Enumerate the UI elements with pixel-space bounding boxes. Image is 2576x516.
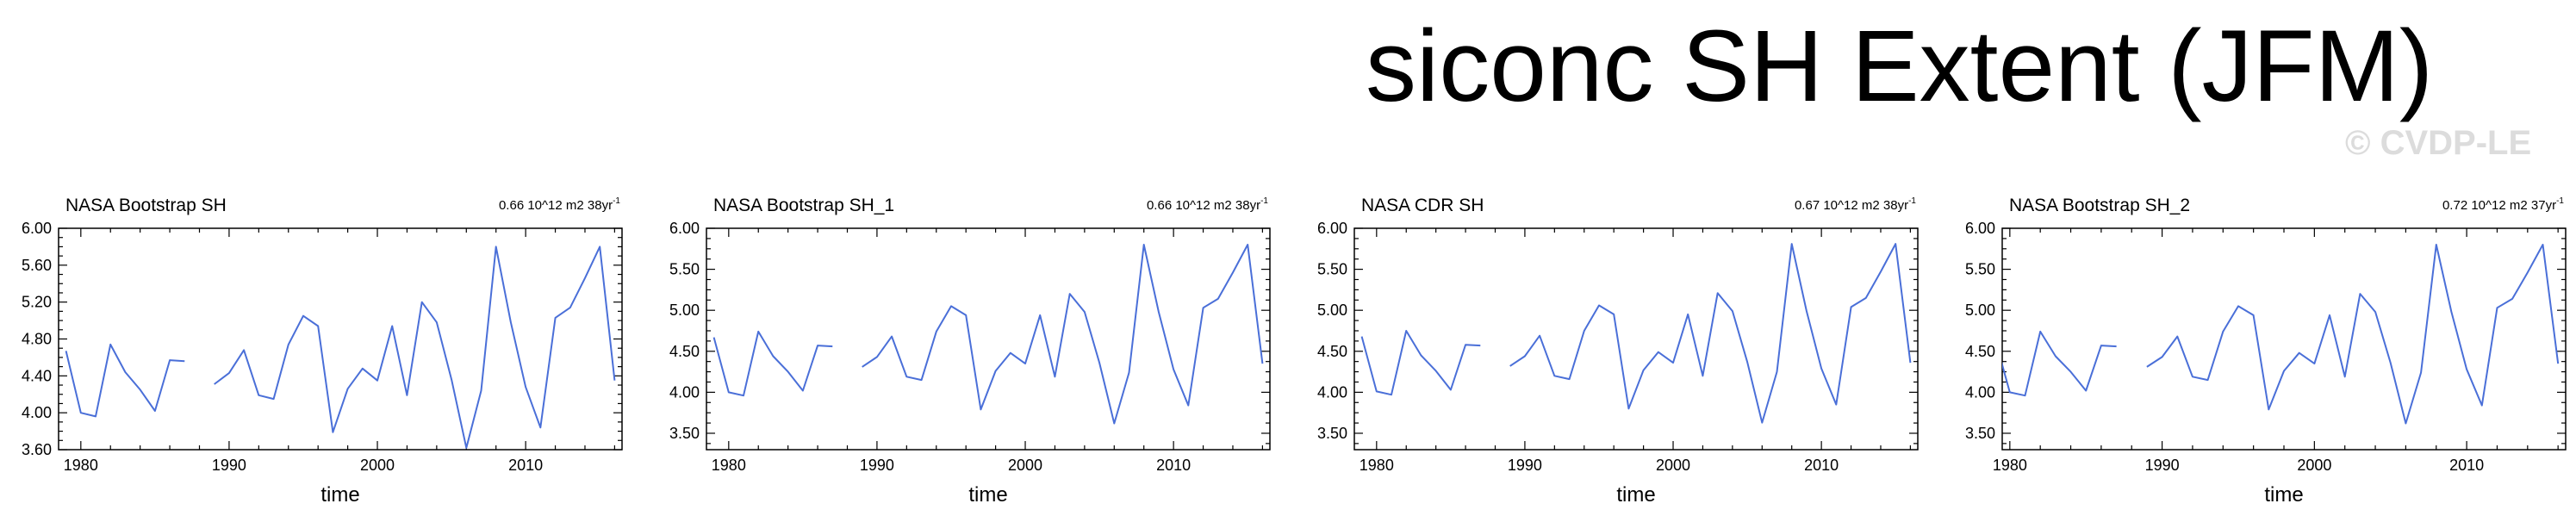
- y-tick-label: 5.50: [1317, 261, 1347, 278]
- y-tick-label: 6.00: [22, 220, 52, 237]
- trend-superscript: -1: [613, 196, 620, 206]
- y-tick-label: 6.00: [669, 220, 700, 237]
- panel-title: NASA CDR SH: [1361, 196, 1484, 215]
- y-tick-label: 5.00: [1317, 302, 1347, 319]
- x-tick-label: 1980: [712, 457, 746, 474]
- y-tick-label: 5.00: [669, 302, 700, 319]
- x-axis-label: time: [320, 483, 359, 507]
- x-tick-label: 1990: [1508, 457, 1542, 474]
- x-tick-label: 2010: [1156, 457, 1191, 474]
- y-tick-label: 3.50: [1317, 425, 1347, 442]
- x-tick-label: 1980: [1993, 457, 2027, 474]
- x-tick-label: 2010: [2449, 457, 2484, 474]
- y-tick-label: 6.00: [1317, 220, 1347, 237]
- chart-panel-1: NASA Bootstrap SH 0.66 10^12 m2 38yr-1 3.6…: [7, 177, 644, 513]
- x-tick-label: 2000: [1656, 457, 1690, 474]
- plot-frame: [1353, 227, 1919, 451]
- y-tick-label: 4.50: [669, 343, 700, 360]
- x-tick-label: 1990: [2145, 457, 2180, 474]
- y-tick-label: 5.50: [669, 261, 700, 278]
- y-tick-label: 5.00: [1965, 302, 1995, 319]
- y-tick-label: 4.50: [1317, 343, 1347, 360]
- x-tick-label: 1990: [860, 457, 894, 474]
- y-tick-label: 3.60: [22, 441, 52, 458]
- trend-label: 0.66 10^12 m2 38yr-1: [1147, 196, 1268, 213]
- series-line: [1360, 243, 1912, 424]
- series-line: [2002, 244, 2560, 425]
- x-tick-label: 1980: [64, 457, 98, 474]
- y-tick-label: 5.60: [22, 257, 52, 274]
- chart-panel-2: NASA Bootstrap SH_1 0.66 10^12 m2 38yr-1 3…: [655, 177, 1292, 513]
- y-tick-label: 4.80: [22, 331, 52, 348]
- series-line: [65, 246, 616, 449]
- chart-svg: NASA Bootstrap SH 0.66 10^12 m2 38yr-1 3.6…: [22, 196, 623, 507]
- y-tick-label: 5.20: [22, 294, 52, 311]
- panel-title: NASA Bootstrap SH_2: [2009, 196, 2190, 215]
- x-tick-label: 2010: [1804, 457, 1839, 474]
- y-tick-label: 4.00: [22, 404, 52, 421]
- y-tick-label: 3.50: [669, 425, 700, 442]
- trend-label: 0.66 10^12 m2 38yr-1: [499, 196, 620, 213]
- x-tick-label: 1990: [212, 457, 246, 474]
- trend-label: 0.72 10^12 m2 37yr-1: [2442, 196, 2564, 213]
- chart-panel-4: NASA Bootstrap SH_2 0.72 10^12 m2 37yr-1 3…: [1951, 177, 2576, 513]
- y-tick-label: 4.50: [1965, 343, 1995, 360]
- trend-superscript: -1: [1908, 196, 1916, 206]
- trend-text: 0.72 10^12 m2 37yr: [2442, 198, 2556, 213]
- trend-text: 0.67 10^12 m2 38yr: [1795, 198, 1908, 213]
- panel-title: NASA Bootstrap SH_1: [713, 196, 894, 215]
- plot-frame: [706, 227, 1271, 451]
- x-tick-label: 1980: [1360, 457, 1394, 474]
- chart-svg: NASA CDR SH 0.67 10^12 m2 38yr-1 3.50 4.00 4…: [1317, 196, 1919, 507]
- y-tick-label: 6.00: [1965, 220, 1995, 237]
- x-tick-label: 2000: [2297, 457, 2331, 474]
- figure-title: siconc SH Extent (JFM): [1366, 9, 2434, 123]
- plot-frame: [58, 227, 623, 451]
- plot-frame: [2001, 227, 2567, 451]
- y-tick-label: 5.50: [1965, 261, 1995, 278]
- y-tick-label: 3.50: [1965, 425, 1995, 442]
- trend-text: 0.66 10^12 m2 38yr: [1147, 198, 1260, 213]
- y-tick-label: 4.00: [669, 383, 700, 401]
- trend-superscript: -1: [1260, 196, 1268, 206]
- chart-panel-3: NASA CDR SH 0.67 10^12 m2 38yr-1 3.50 4.00 4…: [1303, 177, 1940, 513]
- chart-svg: NASA Bootstrap SH_1 0.66 10^12 m2 38yr-1 3…: [669, 196, 1271, 507]
- watermark-text: © CVDP-LE: [2345, 124, 2532, 162]
- chart-svg: NASA Bootstrap SH_2 0.72 10^12 m2 37yr-1 3…: [1965, 196, 2567, 507]
- y-tick-label: 4.00: [1965, 383, 1995, 401]
- x-axis-label: time: [968, 483, 1007, 507]
- y-tick-label: 4.40: [22, 367, 52, 384]
- x-tick-label: 2010: [508, 457, 543, 474]
- series-line: [712, 244, 1264, 425]
- y-tick-label: 4.00: [1317, 383, 1347, 401]
- x-axis-label: time: [1616, 483, 1655, 507]
- trend-label: 0.67 10^12 m2 38yr-1: [1795, 196, 1916, 213]
- x-tick-label: 2000: [1008, 457, 1042, 474]
- x-tick-label: 2000: [360, 457, 395, 474]
- x-axis-label: time: [2264, 483, 2303, 507]
- trend-superscript: -1: [2556, 196, 2564, 206]
- trend-text: 0.66 10^12 m2 38yr: [499, 198, 613, 213]
- panel-title: NASA Bootstrap SH: [65, 196, 227, 215]
